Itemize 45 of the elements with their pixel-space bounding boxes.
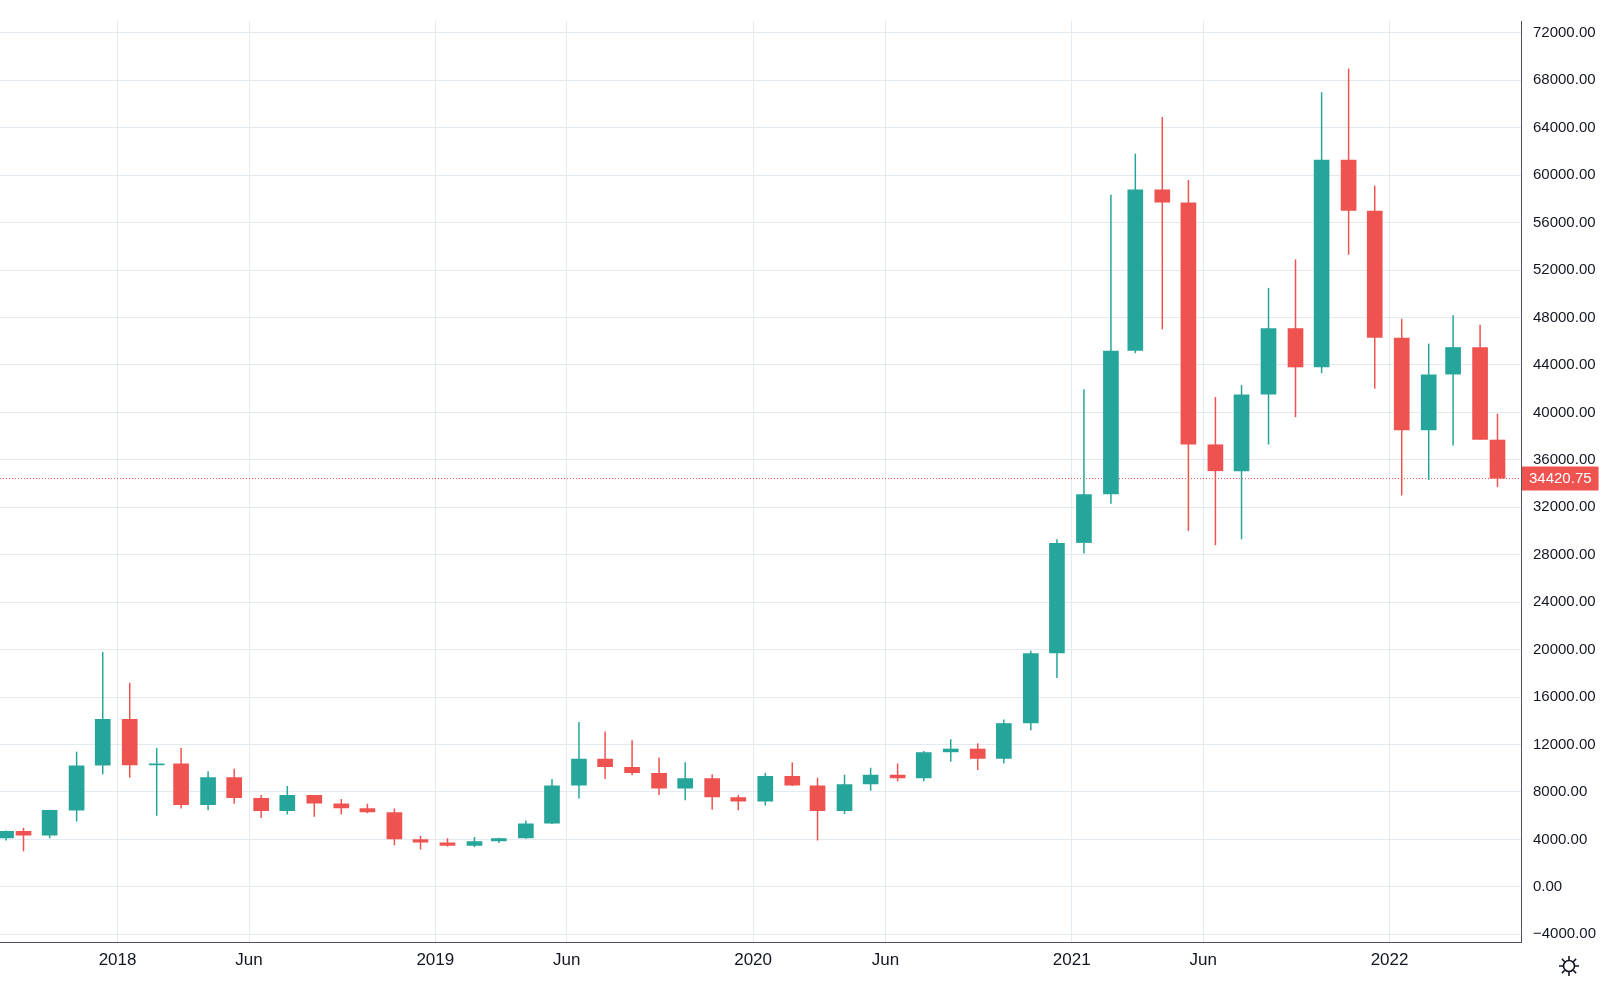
x-tick-label: Jun: [871, 950, 900, 970]
y-tick-label: 56000.00: [1533, 212, 1596, 230]
y-tick-label: 20000.00: [1533, 639, 1596, 657]
candlestick: [518, 819, 534, 840]
y-tick-label: 28000.00: [1533, 544, 1596, 562]
candlestick: [651, 756, 667, 796]
x-tick-label: Jun: [553, 950, 581, 970]
candlestick: [624, 739, 640, 777]
y-tick-label: 4000.00: [1533, 829, 1588, 847]
candlestick: [969, 742, 986, 771]
candlestick: [15, 827, 32, 853]
y-tick-label: 8000.00: [1533, 782, 1588, 800]
y-tick-label: 36000.00: [1533, 450, 1596, 467]
candlestick: [597, 730, 613, 780]
candlestick: [704, 773, 721, 811]
y-tick-label: 16000.00: [1533, 687, 1596, 705]
x-tick-label: Jun: [1189, 950, 1217, 970]
candlestick: [279, 785, 296, 816]
y-tick-label: 60000.00: [1533, 165, 1596, 183]
y-tick-label: 40000.00: [1533, 402, 1596, 420]
y-tick-label: 32000.00: [1533, 497, 1596, 515]
y-tick-label: 52000.00: [1533, 260, 1596, 278]
x-tick-label: 2019: [416, 950, 455, 970]
y-tick-label: −4000.00: [1533, 924, 1596, 942]
y-tick-label: 48000.00: [1533, 307, 1596, 325]
candlestick: [1154, 116, 1171, 331]
candlestick: [253, 794, 270, 819]
x-tick-label: 2018: [98, 950, 137, 970]
y-tick-label: 72000.00: [1533, 23, 1596, 40]
x-tick-label: 2022: [1370, 950, 1409, 970]
y-tick-label: 44000.00: [1533, 355, 1596, 373]
candlestick: [784, 761, 801, 787]
candlestick: [226, 768, 243, 805]
x-tick-label: 2021: [1052, 950, 1091, 970]
y-tick-label: 68000.00: [1533, 70, 1596, 88]
y-tick-label: 12000.00: [1533, 734, 1596, 752]
candlestick: [677, 761, 694, 802]
y-tick-label: 0.00: [1533, 876, 1563, 894]
candlestick: [148, 747, 165, 817]
candlestick: [862, 766, 879, 792]
y-tick-label: 64000.00: [1533, 117, 1596, 135]
y-tick-label: 24000.00: [1533, 592, 1596, 610]
x-tick-label: 2020: [734, 950, 773, 970]
x-tick-label: Jun: [235, 950, 263, 970]
ref-line-label: 34420.75: [1529, 468, 1592, 486]
